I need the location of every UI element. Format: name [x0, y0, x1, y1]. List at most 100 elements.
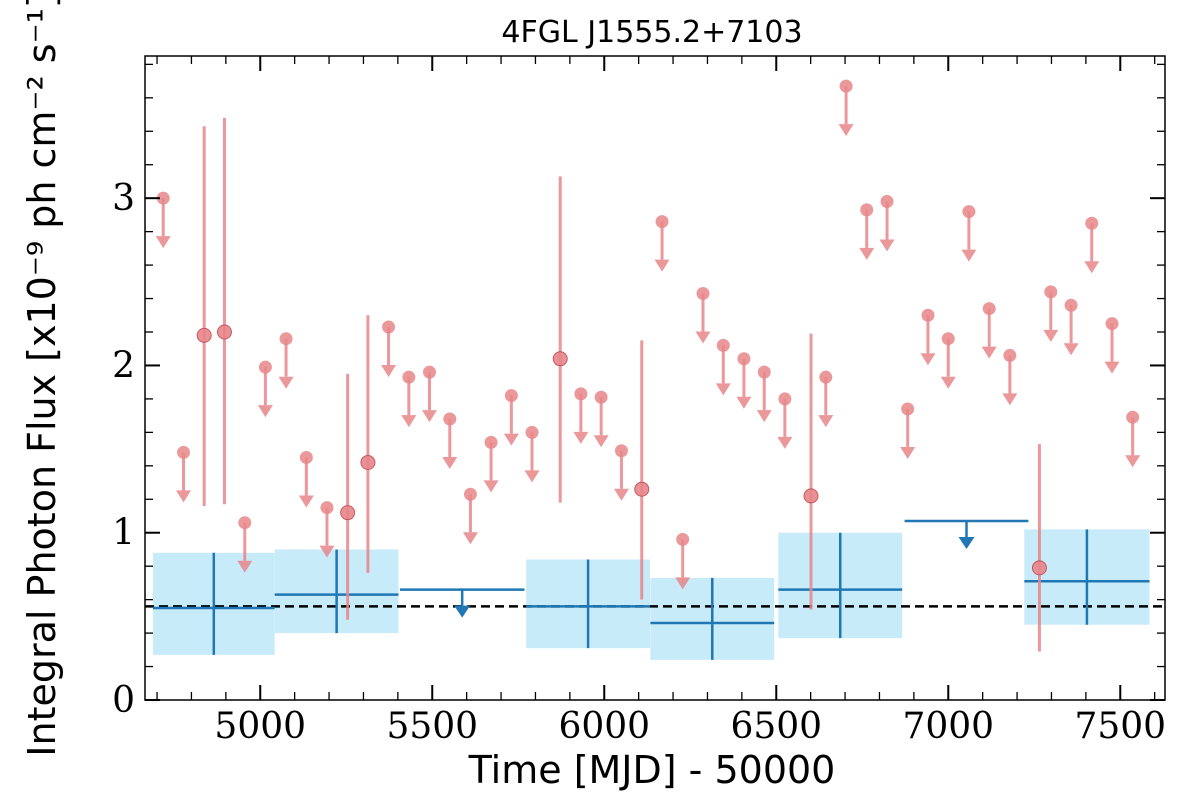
x-tick-label: 6000 [558, 706, 650, 747]
short-bin-upper-limit-arrow [920, 353, 936, 366]
short-bin-upper-limit-arrow [613, 488, 629, 501]
long-bin-upper-limit-arrow [454, 605, 471, 618]
short-bin-point-marker [634, 481, 650, 497]
short-bin-upper-limit-arrow [981, 346, 997, 359]
short-bin-upper-limit-arrow [777, 436, 793, 449]
short-bin-upper-limit-marker [676, 532, 690, 546]
short-bin-upper-limit-marker [614, 444, 628, 458]
short-bin-upper-limit-arrow [237, 560, 253, 573]
short-bin-upper-limit-marker [504, 389, 518, 403]
short-bin-upper-limit-marker [463, 487, 477, 501]
short-bin-upper-limit-arrow [1104, 361, 1120, 374]
short-bin-upper-limit-marker [941, 332, 955, 346]
short-bin-upper-limit-arrow [462, 532, 478, 545]
short-bin-upper-limit-arrow [1043, 329, 1059, 342]
short-bin-upper-limit-arrow [381, 364, 397, 377]
short-bin-upper-limit-marker [1105, 317, 1119, 331]
y-tick-label: 1 [112, 513, 135, 554]
short-bin-upper-limit-arrow [593, 435, 609, 448]
short-bin-upper-limit-marker [484, 435, 498, 449]
short-bin-point-marker [552, 351, 568, 367]
short-bin-upper-limit-arrow [859, 247, 875, 260]
short-bin-upper-limit-marker [921, 308, 935, 322]
short-bin-point-marker [803, 488, 819, 504]
short-bin-point-marker [1031, 560, 1047, 576]
plot-area [145, 79, 1165, 660]
short-bin-upper-limit-arrow [442, 456, 458, 469]
short-bin-upper-limit-arrow [319, 545, 335, 558]
short-bin-upper-limit-marker [299, 450, 313, 464]
short-bin-point-marker [216, 324, 232, 340]
short-bin-upper-limit-marker [839, 79, 853, 93]
short-bin-upper-limit-arrow [1063, 343, 1079, 356]
short-bin-upper-limit-arrow [401, 415, 417, 428]
short-bin-upper-limit-arrow [298, 495, 314, 508]
y-tick-label: 3 [112, 178, 135, 219]
short-bin-upper-limit-marker [422, 365, 436, 379]
short-bin-point-marker [360, 454, 376, 470]
short-bin-upper-limit-arrow [421, 410, 437, 423]
short-bin-point-marker [340, 505, 356, 521]
short-bin-upper-limit-arrow [1125, 455, 1141, 468]
short-bin-upper-limit-arrow [818, 415, 834, 428]
short-bin-upper-limit-marker [737, 352, 751, 366]
x-tick-label: 7000 [902, 706, 994, 747]
short-bin-upper-limit-marker [962, 205, 976, 219]
short-bin-upper-limit-marker [1044, 285, 1058, 299]
x-tick-label: 5000 [214, 706, 306, 747]
short-bin-upper-limit-marker [402, 370, 416, 384]
axes: 5000 5500 6000 6500 7000 7500 0 1 2 3 [112, 55, 1166, 747]
short-bin-upper-limit-arrow [483, 480, 499, 493]
short-bin-upper-limit-marker [778, 392, 792, 406]
short-bin-upper-limit-arrow [278, 376, 294, 389]
short-bin-upper-limit-arrow [1002, 393, 1018, 406]
short-bin-upper-limit-arrow [257, 405, 273, 418]
short-bin-upper-limit-marker [238, 516, 252, 530]
x-tick-label: 7500 [1074, 706, 1166, 747]
short-bin-upper-limit-arrow [573, 431, 589, 444]
short-bin-upper-limit-arrow [900, 446, 916, 459]
short-bin-upper-limit-marker [901, 402, 915, 416]
y-tick-label: 0 [112, 680, 135, 721]
x-tick-label: 6500 [730, 706, 822, 747]
long-bin-upper-limit-arrow [958, 537, 975, 550]
short-bin-upper-limit-arrow [940, 376, 956, 389]
short-bin-upper-limit-arrow [838, 124, 854, 137]
short-bin-upper-limit-marker [757, 365, 771, 379]
short-bin-upper-limit-marker [982, 302, 996, 316]
short-bin-upper-limit-marker [594, 390, 608, 404]
short-bin-upper-limit-arrow [155, 236, 171, 249]
short-bin-upper-limit-arrow [675, 577, 691, 590]
short-bin-upper-limit-marker [279, 332, 293, 346]
short-bin-upper-limit-marker [716, 338, 730, 352]
short-bin-upper-limit-marker [320, 501, 334, 515]
short-bin-upper-limit-arrow [1084, 261, 1100, 274]
short-bin-upper-limit-marker [443, 412, 457, 426]
short-bin-upper-limit-arrow [695, 331, 711, 344]
short-bin-upper-limit-marker [1003, 348, 1017, 362]
short-bin-upper-limit-arrow [503, 433, 519, 446]
short-bin-upper-limit-arrow [879, 239, 895, 252]
short-bin-upper-limit-marker [696, 287, 710, 301]
short-bin-upper-limit-marker [177, 445, 191, 459]
short-bin-upper-limit-marker [1064, 298, 1078, 312]
short-bin-upper-limit-arrow [961, 249, 977, 262]
short-bin-point-marker [196, 327, 212, 343]
short-bin-upper-limit-marker [1126, 410, 1140, 424]
short-bin-upper-limit-marker [655, 215, 669, 229]
short-bin-upper-limit-marker [819, 370, 833, 384]
short-bin-upper-limit-arrow [176, 490, 192, 503]
short-bin-upper-limit-marker [382, 320, 396, 334]
y-tick-label: 2 [112, 345, 135, 386]
short-bin-upper-limit-arrow [654, 259, 670, 272]
short-bin-upper-limit-marker [156, 191, 170, 205]
y-axis-label: Integral Photon Flux [x10⁻⁹ ph cm⁻² s⁻¹] [20, 0, 64, 757]
short-bin-upper-limit-marker [880, 195, 894, 209]
short-bin-upper-limit-marker [574, 387, 588, 401]
x-tick-label: 5500 [386, 706, 478, 747]
short-bin-upper-limit-marker [1085, 216, 1099, 230]
x-axis-label: Time [MJD] - 50000 [468, 748, 836, 792]
short-bin-upper-limit-marker [860, 203, 874, 217]
short-bin-upper-limit-marker [525, 425, 539, 439]
chart-title: 4FGL J1555.2+7103 [501, 15, 802, 50]
